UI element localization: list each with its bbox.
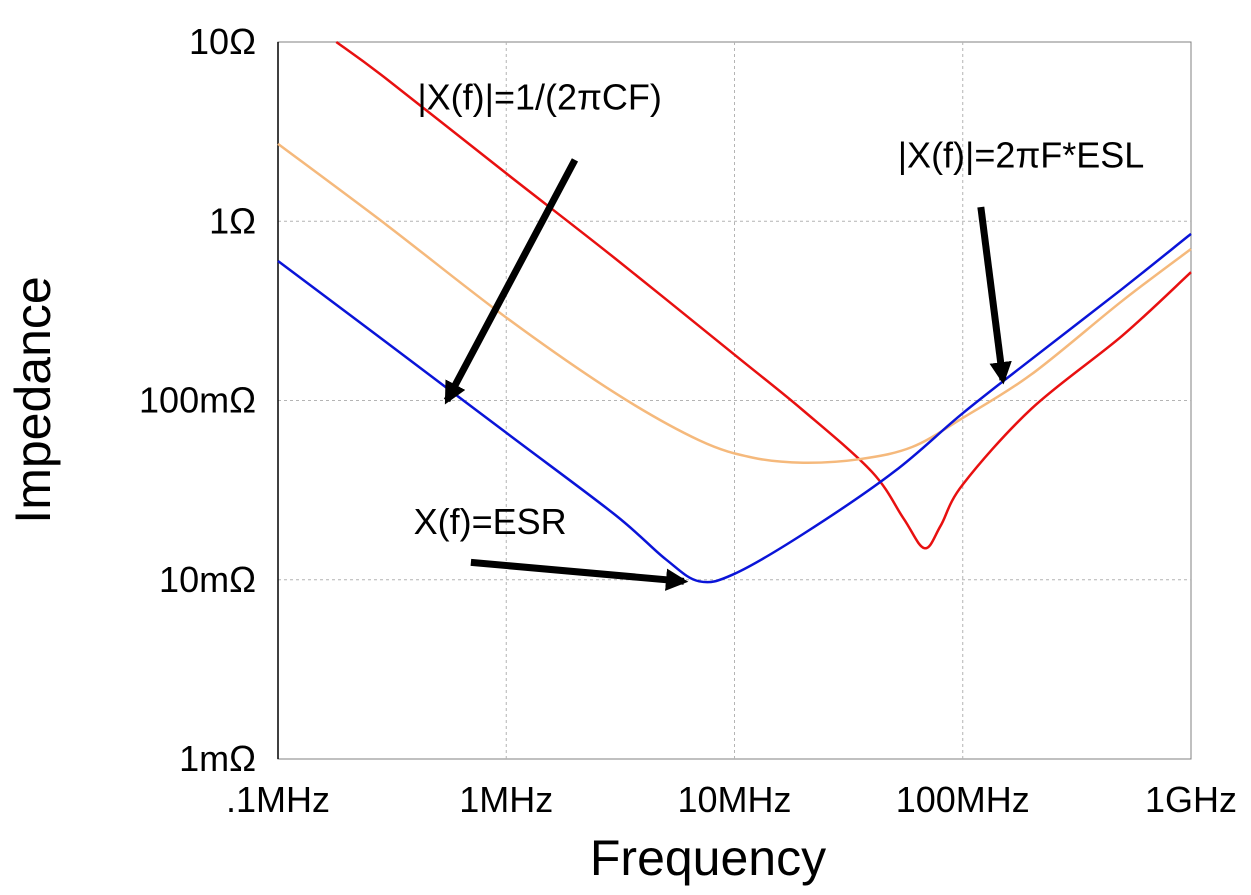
annotation-label: |X(f)|=1/(2πCF) [417,77,662,118]
y-tick-label: 10mΩ [159,559,256,600]
grid-lines [278,42,1191,759]
annotation-arrow [443,158,579,405]
annotation-arrow [977,206,1012,385]
y-tick-label: 1mΩ [179,738,256,779]
x-tick-label: .1MHz [226,779,330,820]
x-tick-label: 100MHz [896,779,1030,820]
x-tick-label: 1MHz [459,779,553,820]
annotation-label: X(f)=ESR [414,501,567,542]
annotations: |X(f)|=1/(2πCF) |X(f)|=2πF*ESL X(f)=ESR [414,77,1145,591]
annotation-arrow [470,558,689,591]
x-tick-labels: .1MHz 1MHz 10MHz 100MHz 1GHz [226,779,1237,820]
series-line-3 [277,232,1192,584]
y-tick-label: 1Ω [209,200,256,241]
x-tick-label: 10MHz [677,779,791,820]
x-axis-title: Frequency [590,830,826,886]
series-line-1 [335,40,1192,550]
y-axis-title: Impedance [5,276,61,523]
y-tick-label: 10Ω [189,21,256,62]
series-layer [277,40,1192,584]
x-tick-label: 1GHz [1145,779,1237,820]
y-tick-label: 100mΩ [139,380,256,421]
annotation-label: |X(f)|=2πF*ESL [898,134,1145,175]
series-line-2 [277,142,1192,464]
y-tick-labels: 10Ω 1Ω 100mΩ 10mΩ 1mΩ [139,21,256,779]
